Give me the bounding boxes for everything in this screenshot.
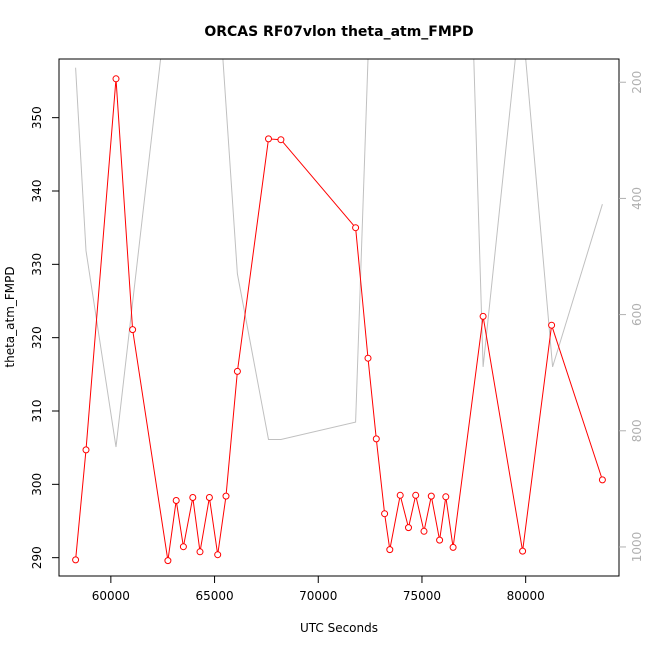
left-series-layer [72, 75, 606, 565]
data-point [172, 497, 180, 504]
data-point [277, 136, 285, 144]
data-point [179, 543, 187, 551]
x-tick-label: 60000 [92, 589, 130, 603]
data-point [372, 435, 380, 443]
data-point [405, 524, 412, 532]
data-point [205, 494, 213, 501]
x-tick-label: 65000 [195, 589, 233, 603]
data-point [72, 556, 80, 564]
data-point [233, 367, 241, 375]
data-point [164, 557, 172, 565]
data-point [222, 492, 230, 500]
x-tick-label: 80000 [507, 589, 545, 603]
y-tick-label: 330 [30, 253, 44, 276]
data-point [436, 536, 444, 544]
y-axis-label: theta_atm_FMPD [3, 266, 17, 367]
x-axis: 60000 65000 70000 75000 80000 [92, 576, 545, 603]
data-point [420, 527, 428, 535]
y2-tick-label: 800 [630, 419, 644, 442]
y-tick-label: 340 [30, 180, 44, 203]
y-tick-label: 290 [30, 546, 44, 569]
y-tick-label: 320 [30, 326, 44, 349]
right-series-layer [75, 58, 603, 448]
data-point [82, 446, 90, 454]
x-tick-label: 70000 [299, 589, 337, 603]
data-point [519, 547, 527, 555]
y-tick-label: 300 [30, 473, 44, 496]
data-point [548, 321, 556, 329]
x-tick-label: 75000 [403, 589, 441, 603]
y2-tick-label: 1000 [630, 532, 644, 563]
data-point [449, 543, 457, 551]
data-point [381, 510, 389, 518]
y2-tick-label: 200 [630, 71, 644, 94]
y2-tick-label: 400 [630, 187, 644, 210]
data-point [386, 546, 394, 554]
y-axis-right: 200 400 600 800 1000 [619, 71, 644, 562]
data-point [265, 135, 272, 143]
y-tick-label: 350 [30, 106, 44, 129]
y2-tick-label: 600 [630, 303, 644, 326]
data-point [598, 476, 606, 484]
x-axis-label: UTC Seconds [300, 621, 378, 635]
data-point [427, 492, 435, 500]
data-point [352, 224, 360, 232]
data-point [442, 493, 450, 501]
data-point [129, 326, 137, 334]
y-axis-left: 290 300 310 320 330 340 350 [30, 106, 59, 569]
series-line-right [75, 58, 603, 448]
data-point [214, 551, 222, 559]
data-point [364, 354, 372, 362]
data-point [196, 548, 204, 556]
data-point [412, 491, 420, 499]
series-line-left [75, 78, 603, 561]
chart-title: ORCAS RF07vlon theta_atm_FMPD [204, 24, 473, 40]
y-tick-label: 310 [30, 400, 44, 423]
data-point [112, 75, 120, 83]
data-point [479, 312, 487, 320]
data-point [396, 491, 404, 499]
data-point [189, 494, 197, 501]
plot-frame [58, 58, 620, 577]
